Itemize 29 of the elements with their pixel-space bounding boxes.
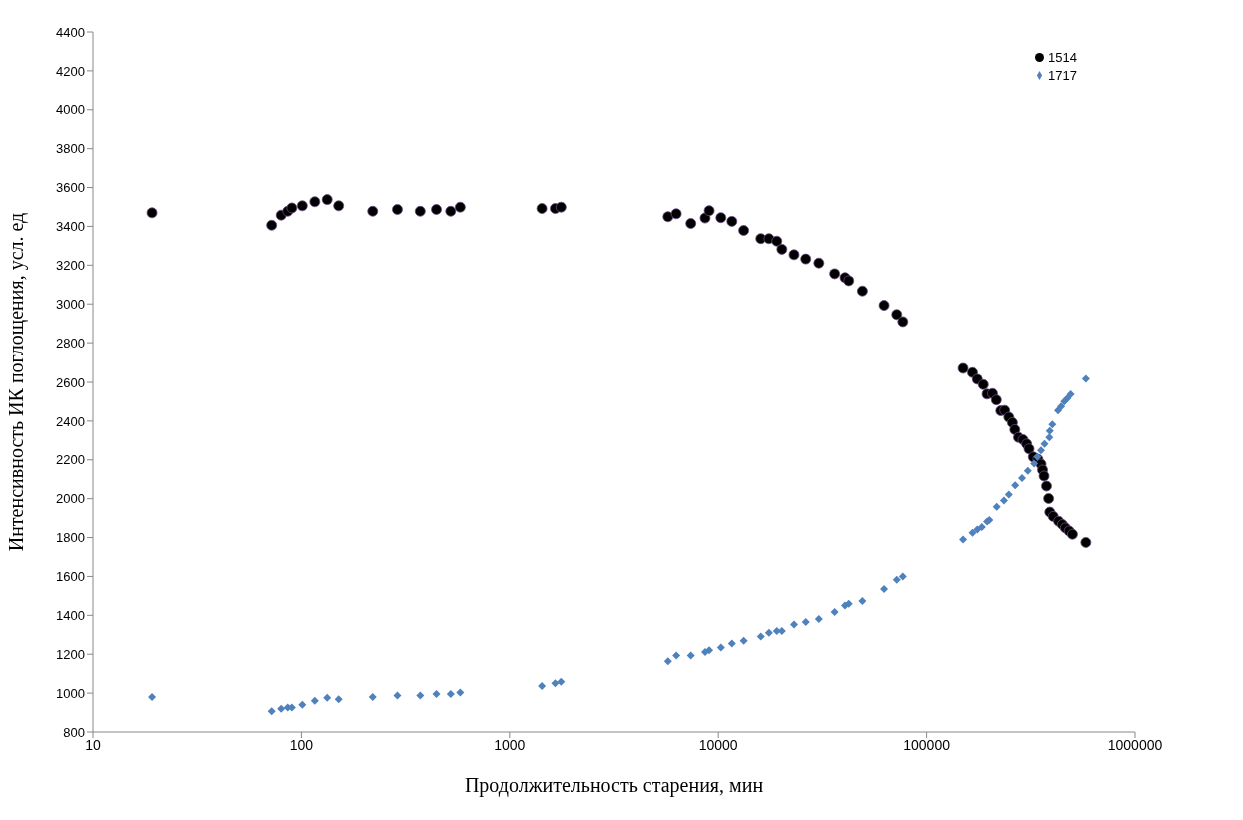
y-tick-label: 2200 — [56, 452, 85, 468]
x-tick-label: 10 — [85, 736, 101, 753]
y-tick-label: 1400 — [56, 607, 85, 623]
x-tick-label: 1000 — [494, 736, 526, 753]
x-tick-label: 10000 — [698, 736, 738, 753]
x-tick-label: 100 — [289, 736, 314, 753]
x-axis-title: Продолжительность старения, мин — [464, 774, 764, 797]
y-tick-label: 1800 — [56, 530, 85, 546]
y-tick-label: 2000 — [56, 491, 85, 507]
y-tick-label: 3200 — [56, 257, 85, 273]
y-tick-label: 3800 — [56, 141, 85, 157]
y-tick-label: 1600 — [56, 569, 85, 585]
legend-label: 1514 — [1048, 50, 1077, 65]
x-tick-label: 100000 — [903, 736, 951, 753]
y-tick-label: 2400 — [56, 413, 85, 429]
y-tick-label: 4200 — [56, 63, 85, 79]
y-tick-label: 1000 — [56, 685, 85, 701]
y-tick-label: 800 — [63, 724, 85, 740]
x-tick-label: 1000000 — [1107, 736, 1163, 753]
y-tick-label: 4000 — [56, 102, 85, 118]
legend-label: 1717 — [1048, 68, 1077, 83]
y-tick-label: 2600 — [56, 374, 85, 390]
y-axis-title: Интенсивность ИК поглощения, усл. ед — [5, 212, 29, 552]
y-tick-label: 3400 — [56, 219, 85, 235]
y-tick-label: 1200 — [56, 646, 85, 662]
y-tick-label: 3000 — [56, 296, 85, 312]
y-tick-label: 4400 — [56, 24, 85, 40]
y-tick-label: 3600 — [56, 180, 85, 196]
y-tick-label: 2800 — [56, 335, 85, 351]
